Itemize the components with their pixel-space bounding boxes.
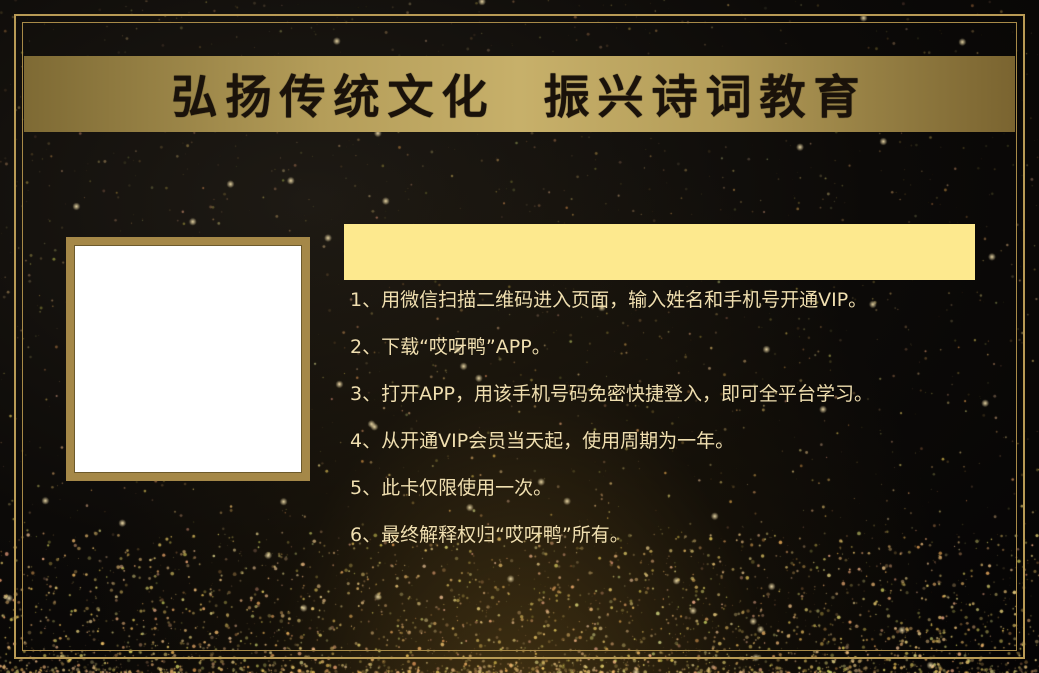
- rule-item-5: 5、此卡仅限使用一次。: [350, 477, 553, 499]
- inner-gold-frame: [22, 22, 1017, 651]
- banner-title: 弘扬传统文化 振兴诗词教育: [171, 70, 868, 124]
- rules-list: 1、用微信扫描二维码进入页面，输入姓名和手机号开通VIP。 2、下载“哎呀鸭”A…: [350, 283, 1030, 565]
- rule-item-3: 3、打开APP，用该手机号码免密快捷登入，即可全平台学习。: [350, 383, 874, 405]
- outer-gold-frame: [14, 14, 1025, 659]
- photo-placeholder-box: [66, 237, 310, 481]
- title-banner: 弘扬传统文化 振兴诗词教育: [24, 56, 1015, 132]
- rule-item-6: 6、最终解释权归“哎呀鸭”所有。: [350, 524, 629, 546]
- rule-item-1: 1、用微信扫描二维码进入页面，输入姓名和手机号开通VIP。: [350, 289, 868, 311]
- rule-item-2: 2、下载“哎呀鸭”APP。: [350, 336, 551, 358]
- rule-item-4: 4、从开通VIP会员当天起，使用周期为一年。: [350, 430, 735, 452]
- info-yellow-bar: [344, 224, 975, 280]
